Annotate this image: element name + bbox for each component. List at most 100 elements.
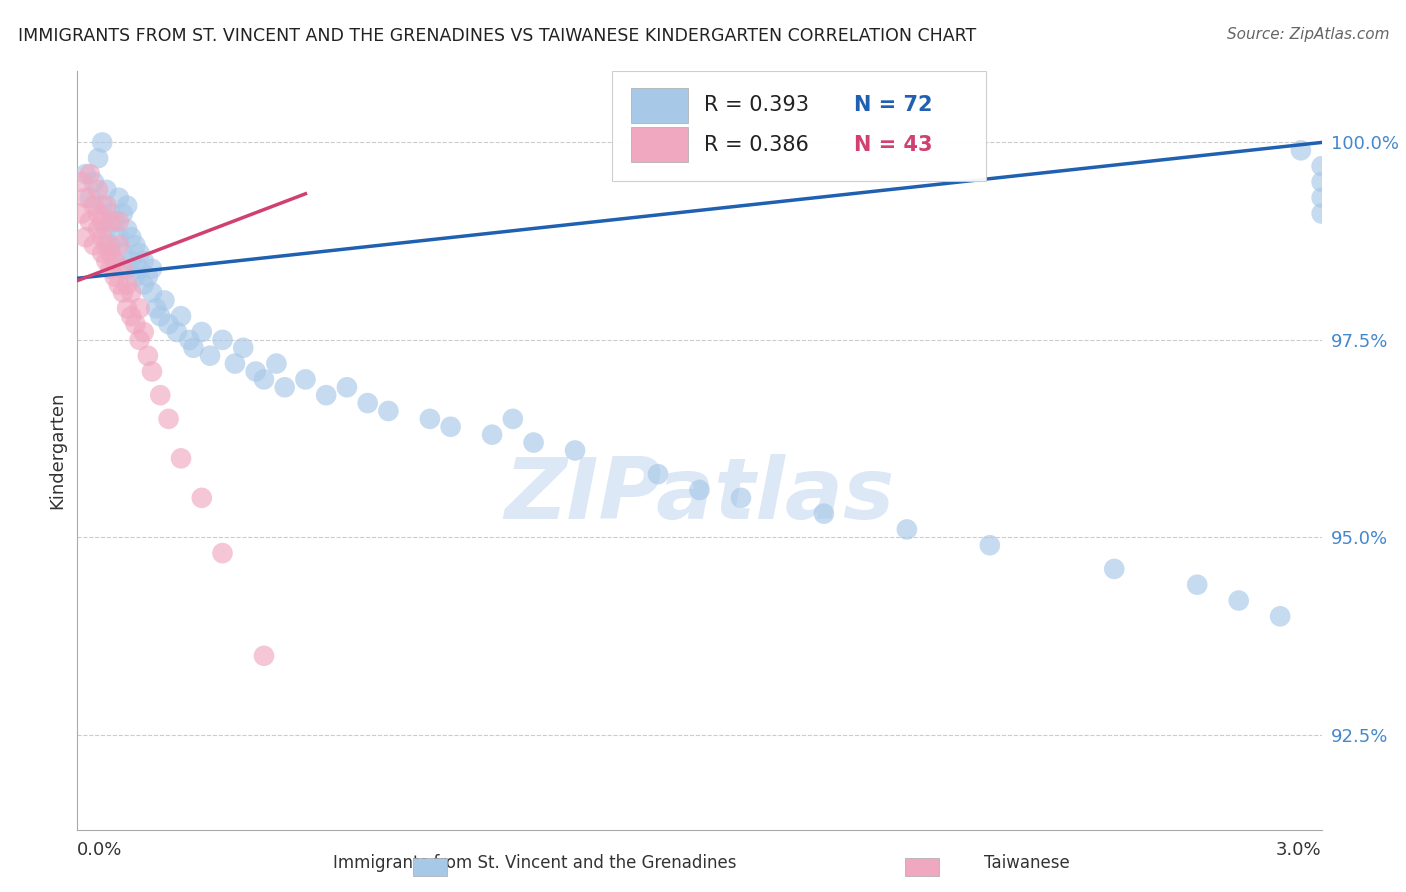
Point: [336, 380, 359, 394]
Point: [141, 364, 163, 378]
Point: [111, 261, 134, 276]
Point: [115, 199, 138, 213]
Point: [1187, 578, 1209, 592]
Point: [115, 222, 138, 236]
Point: [211, 546, 233, 560]
Text: Taiwanese: Taiwanese: [984, 855, 1069, 872]
Point: [83, 199, 105, 213]
Text: Immigrants from St. Vincent and the Grenadines: Immigrants from St. Vincent and the Gren…: [333, 855, 735, 872]
Text: IMMIGRANTS FROM ST. VINCENT AND THE GRENADINES VS TAIWANESE KINDERGARTEN CORRELA: IMMIGRANTS FROM ST. VINCENT AND THE GREN…: [18, 27, 977, 45]
Point: [128, 246, 150, 260]
Point: [87, 222, 110, 236]
Point: [75, 167, 97, 181]
Point: [96, 222, 118, 236]
Point: [170, 451, 193, 466]
Point: [157, 317, 180, 331]
Point: [157, 412, 180, 426]
Point: [91, 199, 114, 213]
Point: [115, 277, 138, 292]
Text: N = 72: N = 72: [853, 95, 932, 115]
Point: [87, 206, 110, 220]
Text: R = 0.386: R = 0.386: [704, 135, 810, 155]
Point: [120, 254, 142, 268]
Point: [70, 175, 93, 189]
Point: [1227, 593, 1250, 607]
Point: [75, 230, 97, 244]
Point: [647, 467, 669, 482]
Point: [419, 412, 441, 426]
Point: [141, 285, 163, 300]
Point: [232, 341, 254, 355]
Point: [100, 214, 122, 228]
Text: Source: ZipAtlas.com: Source: ZipAtlas.com: [1226, 27, 1389, 42]
Point: [79, 167, 101, 181]
Point: [294, 372, 316, 386]
Point: [149, 309, 172, 323]
Point: [79, 191, 101, 205]
Point: [111, 206, 134, 220]
Point: [183, 341, 205, 355]
Point: [87, 183, 110, 197]
Point: [91, 136, 114, 150]
Point: [145, 301, 167, 316]
Point: [979, 538, 1001, 552]
Point: [377, 404, 399, 418]
Point: [266, 357, 288, 371]
Point: [128, 301, 150, 316]
Point: [100, 246, 122, 260]
Point: [104, 269, 127, 284]
Point: [120, 285, 142, 300]
Point: [83, 238, 105, 252]
Point: [79, 214, 101, 228]
Point: [96, 254, 118, 268]
Point: [190, 325, 214, 339]
Point: [190, 491, 214, 505]
Point: [100, 238, 122, 252]
Point: [91, 214, 114, 228]
Point: [96, 183, 118, 197]
Point: [108, 238, 129, 252]
Point: [108, 214, 129, 228]
Point: [83, 175, 105, 189]
Point: [245, 364, 267, 378]
Point: [564, 443, 586, 458]
Point: [356, 396, 378, 410]
Text: ZIPatlas: ZIPatlas: [505, 454, 894, 538]
Point: [132, 254, 155, 268]
Point: [170, 309, 193, 323]
FancyBboxPatch shape: [613, 71, 986, 181]
Point: [253, 648, 276, 663]
Point: [273, 380, 295, 394]
Point: [128, 333, 150, 347]
Point: [132, 277, 155, 292]
Point: [124, 317, 146, 331]
Point: [136, 269, 159, 284]
Point: [104, 254, 127, 268]
Point: [730, 491, 752, 505]
Point: [128, 261, 150, 276]
Y-axis label: Kindergarten: Kindergarten: [48, 392, 66, 509]
Point: [108, 191, 129, 205]
Point: [1268, 609, 1291, 624]
Point: [1289, 144, 1312, 158]
FancyBboxPatch shape: [631, 88, 689, 123]
Point: [111, 246, 134, 260]
Point: [224, 357, 246, 371]
Point: [1310, 191, 1333, 205]
Text: N = 43: N = 43: [853, 135, 932, 155]
FancyBboxPatch shape: [631, 128, 689, 162]
Point: [96, 238, 118, 252]
Point: [132, 325, 155, 339]
Point: [141, 261, 163, 276]
Text: 3.0%: 3.0%: [1277, 841, 1322, 859]
Point: [120, 230, 142, 244]
Point: [91, 230, 114, 244]
Point: [211, 333, 233, 347]
Point: [136, 349, 159, 363]
Point: [124, 269, 146, 284]
Point: [87, 151, 110, 165]
Point: [523, 435, 546, 450]
Point: [149, 388, 172, 402]
Point: [813, 507, 835, 521]
Point: [198, 349, 221, 363]
